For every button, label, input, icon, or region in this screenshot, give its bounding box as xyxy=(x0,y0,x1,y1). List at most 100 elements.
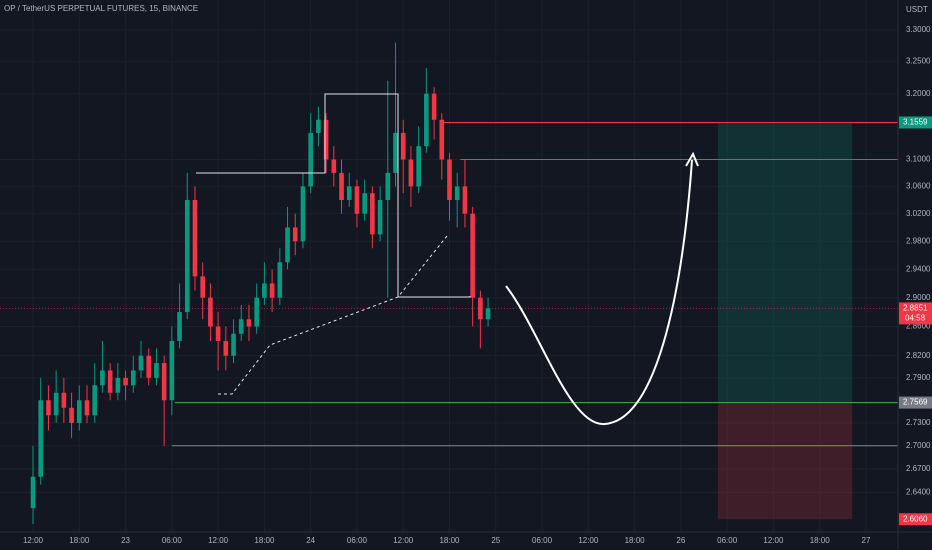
candle-body xyxy=(285,227,290,263)
y-tick-label: 2.8200 xyxy=(906,351,931,360)
candle-body xyxy=(470,213,475,298)
candle-body xyxy=(130,370,136,386)
candle-body xyxy=(84,400,90,416)
candle-body xyxy=(269,283,275,298)
candle-body xyxy=(76,400,82,423)
candle-body xyxy=(138,355,144,371)
entry-tag-bg xyxy=(899,396,932,409)
candle-body xyxy=(485,308,491,320)
y-tick-label: 3.0600 xyxy=(906,182,931,191)
y-tick-label: 3.3000 xyxy=(906,25,931,34)
x-tick-label: 18:00 xyxy=(439,536,460,545)
x-tick-label: 12:00 xyxy=(578,536,599,545)
y-tick-label: 2.9400 xyxy=(906,264,931,273)
price-axis xyxy=(898,0,932,550)
y-unit: USDT xyxy=(906,5,928,14)
y-tick-label: 3.2500 xyxy=(906,57,931,66)
overlay xyxy=(0,121,898,520)
candle-body xyxy=(424,93,429,147)
x-tick-label: 27 xyxy=(862,536,871,545)
candle-body xyxy=(454,186,460,200)
candle-body xyxy=(346,186,352,200)
y-tick-label: 2.6400 xyxy=(906,487,931,496)
position-profit-zone xyxy=(717,122,853,403)
candle-body xyxy=(300,186,306,242)
candle-body xyxy=(308,132,313,187)
x-tick-label: 12:00 xyxy=(393,536,414,545)
countdown: 04:58 xyxy=(905,313,926,322)
candle-body xyxy=(107,370,113,393)
projection-curve xyxy=(505,159,693,426)
target-tag: 3.1559 xyxy=(903,118,928,127)
y-tick-label: 2.9000 xyxy=(906,293,931,302)
target-tag-bg xyxy=(899,116,932,129)
candle-body xyxy=(123,377,128,386)
x-tick-label: 18:00 xyxy=(69,536,90,545)
candle-body xyxy=(169,341,175,401)
candle-body xyxy=(447,159,452,200)
x-tick-label: 26 xyxy=(676,536,685,545)
x-tick-label: 06:00 xyxy=(347,536,368,545)
y-tick-label: 2.6700 xyxy=(906,464,931,473)
candle-body xyxy=(100,370,105,386)
candle-body xyxy=(184,199,190,313)
x-tick-label: 12:00 xyxy=(763,536,784,545)
position-loss-zone xyxy=(717,402,853,520)
candle-body xyxy=(262,283,267,298)
candle-body xyxy=(154,363,159,378)
candle-body xyxy=(400,132,406,160)
y-tick-label: 2.7300 xyxy=(906,418,931,427)
candle-body xyxy=(462,186,468,214)
entry-tag: 2.7569 xyxy=(903,398,928,407)
candle-body xyxy=(238,319,244,334)
candle-body xyxy=(385,172,391,200)
x-tick-label: 06:00 xyxy=(532,536,553,545)
time-axis xyxy=(0,532,932,550)
candle-body xyxy=(277,262,283,298)
stop-tag-bg xyxy=(899,513,932,526)
candle-body xyxy=(246,319,252,327)
last-price-tag: 2.8851 xyxy=(903,303,928,312)
x-tick-label: 12:00 xyxy=(208,536,229,545)
candle-body xyxy=(192,199,198,277)
candle-body xyxy=(370,193,375,235)
candle-body xyxy=(393,132,398,173)
candle-body xyxy=(38,400,44,477)
y-tick-label: 2.8600 xyxy=(906,322,931,331)
candle-body xyxy=(354,186,360,214)
y-tick-label: 3.1000 xyxy=(906,155,931,164)
candle-body xyxy=(208,297,213,327)
candle-body xyxy=(431,93,437,120)
candle-body xyxy=(200,276,206,298)
candle-body xyxy=(53,392,59,416)
x-tick-label: 18:00 xyxy=(625,536,646,545)
candles xyxy=(30,42,491,525)
candle-body xyxy=(439,119,445,160)
candle-body xyxy=(69,407,74,423)
candle-body xyxy=(46,400,51,416)
candle-body xyxy=(408,159,414,187)
last-price-tag-bg xyxy=(899,302,932,325)
x-tick-label: 06:00 xyxy=(162,536,183,545)
y-tick-label: 3.0200 xyxy=(906,209,931,218)
candle-body xyxy=(362,193,367,214)
y-tick-label: 2.7900 xyxy=(906,373,931,382)
candle-body xyxy=(316,119,321,133)
y-tick-label: 3.2000 xyxy=(906,89,931,98)
candle-body xyxy=(61,392,67,408)
candle-body xyxy=(30,476,36,509)
candle-body xyxy=(292,227,298,242)
candle-body xyxy=(177,312,182,342)
candle-body xyxy=(323,119,329,160)
chart-title: OP / TetherUS PERPETUAL FUTURES, 15, BIN… xyxy=(4,4,198,13)
candle-body xyxy=(146,355,152,378)
stop-tag: 2.6060 xyxy=(903,514,928,523)
drawings xyxy=(196,93,699,426)
x-tick-label: 25 xyxy=(491,536,500,545)
candle-body xyxy=(223,341,229,356)
x-tick-label: 18:00 xyxy=(254,536,275,545)
candle-body xyxy=(254,297,259,327)
